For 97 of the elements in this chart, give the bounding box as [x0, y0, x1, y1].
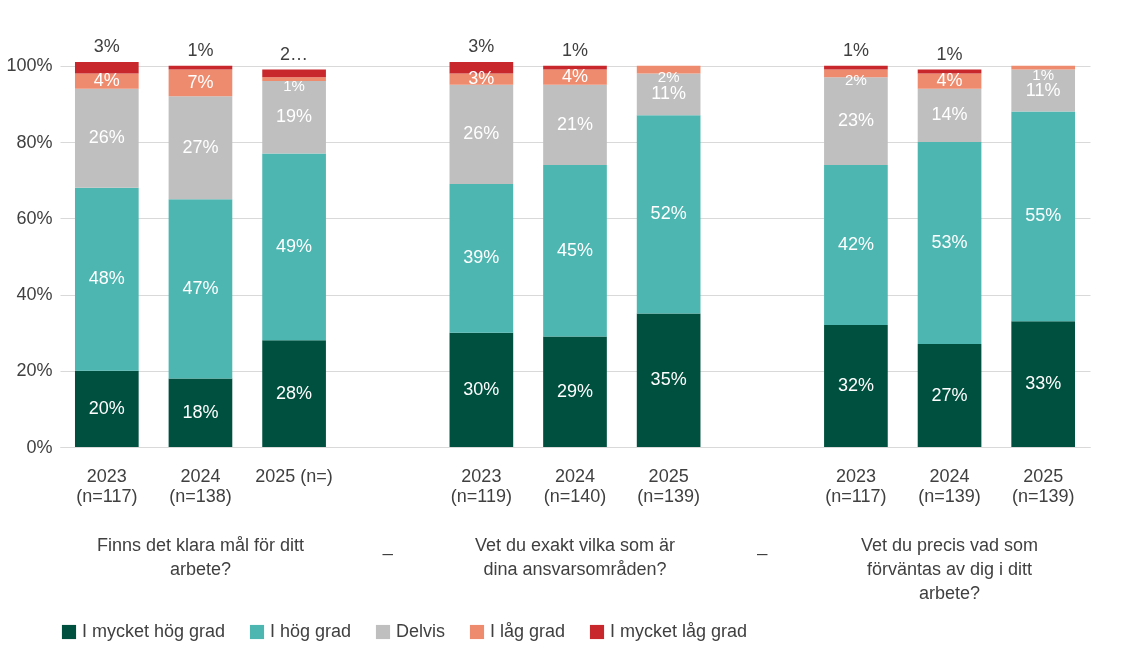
bar: [1011, 321, 1076, 447]
data-label: 28%: [276, 382, 313, 403]
bar: [824, 65, 888, 70]
data-label: 4%: [93, 70, 120, 91]
data-label: 21%: [556, 113, 594, 134]
bar: [449, 332, 514, 447]
data-label: 42%: [837, 233, 874, 254]
data-label: 47%: [182, 277, 219, 298]
bar: [917, 344, 982, 447]
y-tick-label: 20%: [16, 360, 53, 381]
legend-label: I låg grad: [490, 621, 566, 641]
data-label: 11%: [651, 83, 686, 104]
x-tick-label: 2023 (n=117): [76, 465, 138, 506]
x-tick-label: 2025 (n=139): [637, 465, 700, 506]
data-label: 1%: [561, 39, 589, 60]
x-tick-label: 2024 (n=139): [918, 465, 981, 506]
bar: [74, 62, 139, 74]
bar: [1011, 111, 1076, 322]
y-tick-label: 0%: [26, 436, 53, 457]
legend-label: I mycket hög grad: [82, 621, 226, 641]
data-label: 39%: [463, 247, 500, 268]
data-label: 35%: [650, 369, 687, 390]
data-label: 7%: [187, 71, 214, 92]
x-tick-label: 2025 (n=): [255, 465, 333, 486]
data-label: 27%: [182, 136, 219, 157]
legend-label: I hög grad: [270, 621, 352, 641]
data-label: 1%: [283, 77, 305, 95]
x-tick-label: 2024 (n=140): [543, 465, 607, 506]
data-label: 27%: [931, 384, 968, 405]
x-tick-label: 2023 (n=117): [825, 465, 887, 506]
bar: [824, 325, 888, 447]
bar: [636, 115, 701, 314]
bar: [168, 65, 233, 70]
data-label: 55%: [1025, 205, 1062, 226]
data-label: 1%: [842, 39, 869, 60]
bar: [824, 77, 888, 165]
bar: [74, 88, 139, 188]
text: _: [381, 535, 394, 556]
bar: [168, 199, 233, 379]
x-tick-label: 2024 (n=138): [169, 465, 232, 506]
data-label: 30%: [463, 378, 500, 399]
bar: [449, 84, 514, 184]
text: Vet du precis vad som förväntas av dig i ditt arbete?: [861, 535, 1039, 603]
bar: [1011, 65, 1076, 70]
bar: [449, 183, 514, 333]
bar: [74, 370, 139, 447]
data-label: 53%: [931, 232, 968, 253]
bar: [262, 69, 326, 78]
data-label: 49%: [276, 235, 313, 256]
text: Finns det klara mål för ditt arbete?: [96, 535, 304, 579]
bar: [636, 313, 701, 447]
data-label: 33%: [1025, 373, 1062, 394]
y-tick-label: 80%: [16, 131, 53, 152]
data-label: 18%: [182, 401, 219, 422]
data-label: 26%: [463, 123, 500, 144]
data-label: 4%: [936, 70, 963, 91]
text: _: [756, 535, 769, 556]
data-label: 45%: [556, 239, 594, 260]
x-tick-label: 2023 (n=119): [450, 465, 512, 506]
data-label: 23%: [837, 110, 874, 131]
y-tick-label: 40%: [16, 284, 53, 305]
data-label: 29%: [556, 380, 594, 401]
data-label: 26%: [88, 127, 125, 148]
data-label: 19%: [276, 106, 313, 127]
text: Vet du exakt vilka som är dina ansvarsområden?: [474, 535, 676, 579]
bar: [168, 96, 233, 200]
bar: [543, 84, 607, 165]
data-label: 3%: [468, 68, 495, 89]
y-tick-label: 100%: [6, 55, 53, 76]
data-label: 52%: [650, 203, 687, 224]
bar: [917, 88, 982, 143]
data-label: 2%: [657, 67, 680, 85]
data-label: 3%: [468, 36, 495, 56]
bar: [917, 142, 982, 345]
legend-label: Delvis: [396, 621, 446, 641]
bar: [824, 164, 888, 326]
legend-label: I mycket låg grad: [610, 621, 748, 641]
x-tick-label: 2025 (n=139): [1011, 465, 1075, 506]
data-label: 14%: [931, 104, 968, 125]
data-label: 48%: [88, 268, 125, 289]
y-tick-label: 60%: [16, 207, 53, 228]
data-label: 32%: [837, 375, 874, 396]
bar: [262, 153, 326, 341]
data-label: 1%: [187, 39, 214, 60]
data-label: 2…: [280, 43, 309, 64]
data-label: 4%: [561, 66, 589, 87]
bar: [262, 81, 326, 154]
bar: [262, 77, 326, 82]
bar: [74, 187, 139, 371]
bar: [543, 65, 607, 70]
bar: [262, 340, 326, 447]
data-label: 3%: [93, 36, 120, 56]
data-label: 20%: [88, 397, 125, 418]
bar: [543, 164, 607, 337]
data-label: 1%: [936, 43, 963, 64]
bar: [543, 336, 607, 447]
bar: [168, 378, 233, 447]
